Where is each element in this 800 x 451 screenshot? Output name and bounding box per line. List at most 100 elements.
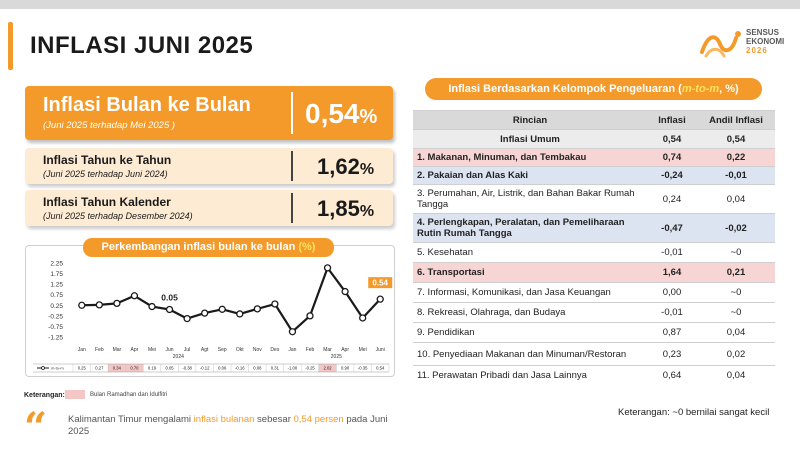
logo-line1: SENSUS [746,28,779,37]
card-yoy: Inflasi Tahun ke Tahun (Juni 2025 terhad… [25,148,393,184]
annotation-box [368,277,393,289]
highlight-cell [108,364,126,372]
cell-label: 2. Pakaian dan Alas Kaki [413,166,647,185]
cell-andil: 0,04 [697,365,775,386]
data-point [113,299,121,308]
cell-inflasi: 0,23 [647,342,697,366]
quote-highlight-1: inflasi bulanan [193,414,255,425]
data-table-value: 2.02 [323,366,332,371]
cell-inflasi: 0,00 [647,282,697,303]
highlight-cell [318,364,337,372]
annotation-label: 0.05 [161,293,178,303]
series-name: m-to-m [51,366,64,371]
legend-marker [41,366,45,370]
table-row: 7. Informasi, Komunikasi, dan Jasa Keuan… [413,282,775,303]
data-point [306,312,314,320]
card-yoy-label: Inflasi Tahun ke Tahun [43,153,172,167]
cell-andil: 0,54 [697,129,775,149]
cell-andil: 0,02 [697,342,775,366]
cell-andil: 0,04 [697,184,775,214]
cell-inflasi: -0,01 [647,302,697,323]
cell-inflasi: 0,87 [647,322,697,343]
x-tick-label: Nov [253,347,262,353]
sensus-ekonomi-logo [700,31,741,58]
y-tick-label: -0.75 [48,324,63,331]
mtm-unit: % [359,106,378,128]
table-row: 8. Rekreasi, Olahraga, dan Budaya -0,01 ~0 [413,302,775,323]
chart-title: Perkembangan inflasi bulan ke bulan (%) [83,238,334,257]
table-row: 6. Transportasi 1,64 0,21 [413,262,775,283]
card-mtm-label: Inflasi Bulan ke Bulan [43,94,251,116]
x-tick-label: Mei [148,347,156,353]
y-tick-label: 0.25 [50,303,63,310]
y-tick-label: 1.25 [50,282,63,289]
table-note: Keterangan: ~0 bernilai sangat kecil [618,407,770,418]
cell-inflasi: 0,74 [647,148,697,167]
x-tick-label: Sep [218,347,227,353]
card-ytd-label: Inflasi Tahun Kalender [43,195,171,209]
chart-title-unit: (%) [298,241,316,253]
legend-text: Bulan Ramadhan dan Idulfitri [90,392,168,398]
cell-label: 6. Transportasi [413,262,647,283]
table-title: Inflasi Berdasarkan Kelompok Pengeluaran… [425,78,762,100]
x-tick-label: Jan [288,347,296,353]
data-point [148,302,156,311]
cell-label: 10. Penyediaan Makanan dan Minuman/Resto… [413,342,647,366]
x-tick-label: Jul [184,347,190,353]
card-ytd-sub: (Juni 2025 terhadap Desember 2024) [43,211,193,221]
table-title-end: , %) [719,83,739,95]
x-tick-label: Feb [306,347,315,353]
data-point [201,309,209,317]
data-point [376,295,384,303]
data-table-value: 0.34 [113,366,122,371]
table-row: 10. Penyediaan Makanan dan Minuman/Resto… [413,342,775,366]
data-table-value: -1.00 [288,366,298,371]
x-tick-label: Agt [201,347,209,353]
cell-label: 7. Informasi, Komunikasi, dan Jasa Keuan… [413,282,647,303]
table-row: 5. Kesehatan -0,01 ~0 [413,242,775,263]
cell-inflasi: 1,64 [647,262,697,283]
table-row-total: Inflasi Umum 0,54 0,54 [413,129,775,149]
x-tick-label: Feb [95,347,104,353]
cell-label: 11. Perawatan Pribadi dan Jasa Lainnya [413,365,647,386]
card-yoy-value: 1,62% [317,154,374,180]
card-ytd: Inflasi Tahun Kalender (Juni 2025 terhad… [25,190,393,226]
quote-icon: “ [24,404,48,451]
data-table-value: 0.31 [271,366,280,371]
cell-andil: ~0 [697,282,775,303]
card-divider [291,92,293,134]
data-table-value: -0.25 [305,366,315,371]
cell-label: 1. Makanan, Minuman, dan Tembakau [413,148,647,167]
col-header-andil: Andil Inflasi [697,110,775,130]
year-label: 2025 [331,354,342,360]
card-yoy-sub: (Juni 2025 terhadap Juni 2024) [43,169,168,179]
data-point [323,264,332,272]
data-table-value: 0.08 [253,366,262,371]
quote-text: Kalimantan Timur mengalami inflasi bulan… [68,414,398,438]
cell-andil: 0,22 [697,148,775,167]
x-tick-label: Apr [341,347,349,353]
col-header-rincian: Rincian [413,110,647,130]
x-tick-label: Apr [131,347,139,353]
x-tick-label: Des [270,347,279,353]
y-tick-label: 2.25 [50,261,63,268]
quote-highlight-2: 0,54 persen [293,414,344,425]
logo-text: SENSUS EKONOMI 2026 [746,28,784,55]
ytd-number: 1,85 [317,196,360,221]
logo-line2: EKONOMI [746,37,785,46]
y-tick-label: -0.25 [48,313,63,320]
quote-pre: Kalimantan Timur mengalami [68,414,194,425]
card-mtm: Inflasi Bulan ke Bulan (Juni 2025 terhad… [25,86,393,140]
data-point [236,310,244,318]
table-title-text: Inflasi Berdasarkan Kelompok Pengeluaran… [448,83,682,95]
cell-label: 8. Rekreasi, Olahraga, dan Budaya [413,302,647,323]
x-tick-label: Okt [236,347,244,353]
data-table-value: 0.25 [78,366,87,371]
data-table-value: 0.27 [95,366,104,371]
cell-label: 3. Perumahan, Air, Listrik, dan Bahan Ba… [413,184,647,214]
data-table-value: 0.06 [218,366,227,371]
cell-andil: ~0 [697,302,775,323]
cell-andil: -0,01 [697,166,775,185]
inflation-table: Rincian Inflasi Andil Inflasi Inflasi Um… [413,110,775,386]
card-divider [291,193,293,223]
